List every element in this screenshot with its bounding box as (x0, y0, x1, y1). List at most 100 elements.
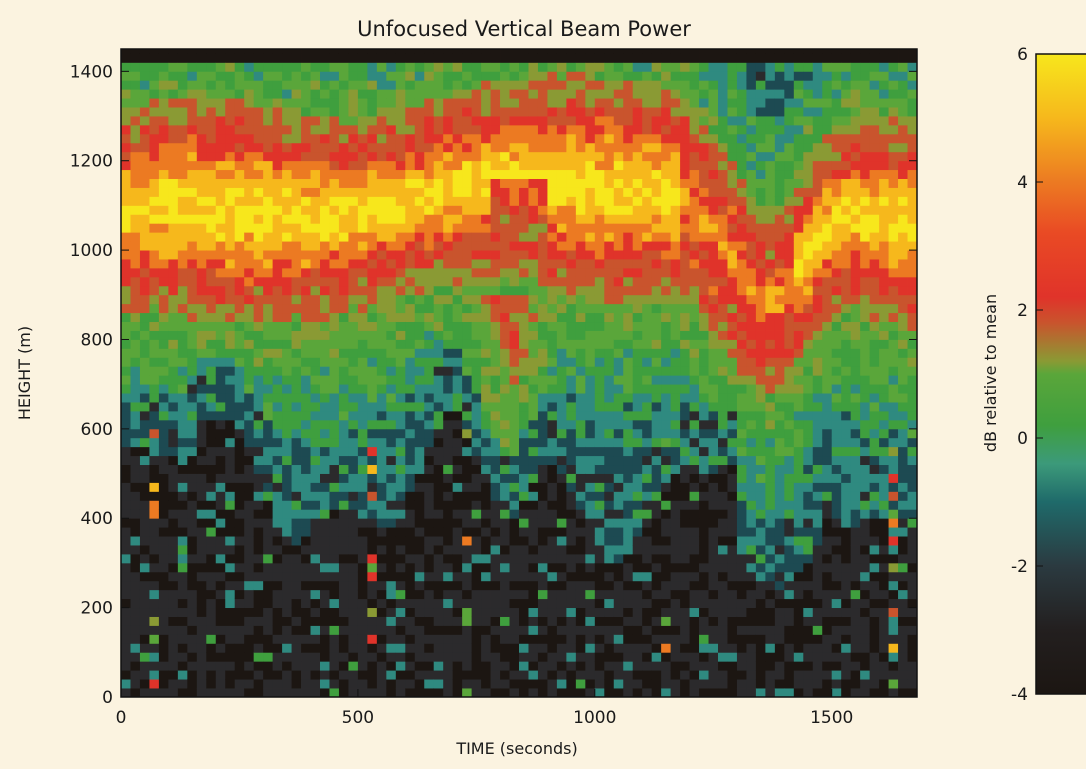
heatmap-cell (547, 53, 558, 63)
heatmap-cell (263, 49, 274, 54)
heatmap-cell (310, 437, 321, 448)
heatmap-cell (272, 241, 283, 251)
heatmap-cell (348, 393, 359, 403)
heatmap-cell (528, 312, 539, 323)
heatmap-cell (585, 214, 596, 224)
heatmap-cell (338, 116, 349, 126)
heatmap-cell (718, 339, 728, 349)
heatmap-cell (320, 652, 330, 662)
heatmap-cell (405, 259, 416, 269)
heatmap-cell (196, 410, 207, 421)
heatmap-cell (680, 527, 690, 537)
heatmap-cell (177, 250, 188, 260)
heatmap-cell (661, 384, 672, 394)
heatmap-cell (149, 571, 160, 582)
heatmap-cell (320, 437, 330, 448)
heatmap-cell (424, 169, 435, 179)
heatmap-cell (301, 294, 311, 305)
heatmap-cell (680, 607, 690, 617)
heatmap-cell (661, 634, 672, 644)
heatmap-cell (253, 670, 264, 680)
heatmap-cell (168, 652, 179, 662)
heatmap-cell (689, 410, 700, 421)
heatmap-cell (585, 500, 596, 510)
heatmap-cell (338, 214, 349, 224)
heatmap-cell (149, 536, 160, 546)
heatmap-cell (537, 250, 548, 260)
heatmap-cell (291, 98, 302, 108)
heatmap-cell (642, 49, 653, 54)
heatmap-cell (718, 89, 728, 99)
heatmap-cell (452, 223, 463, 233)
heatmap-cell (604, 80, 615, 90)
heatmap-cell (424, 670, 435, 680)
heatmap-cell (736, 276, 747, 287)
heatmap-cell (149, 652, 160, 662)
heatmap-cell (547, 598, 558, 609)
heatmap-cell (452, 116, 463, 126)
heatmap-cell (699, 62, 709, 72)
heatmap-cell (263, 178, 274, 188)
heatmap-cell (670, 303, 681, 314)
heatmap-cell (452, 276, 463, 287)
heatmap-cell (736, 419, 747, 430)
heatmap-cell (253, 491, 264, 501)
heatmap-cell (575, 616, 586, 626)
heatmap-cell (234, 133, 245, 144)
heatmap-cell (462, 107, 473, 117)
heatmap-cell (661, 312, 672, 323)
heatmap-cell (689, 312, 700, 323)
heatmap-cell (519, 276, 529, 287)
heatmap-cell (301, 446, 311, 457)
heatmap-cell (253, 321, 264, 331)
heatmap-cell (376, 518, 387, 528)
heatmap-cell (623, 393, 634, 403)
heatmap-cell (699, 643, 709, 653)
heatmap-cell (452, 124, 463, 135)
heatmap-cell (206, 536, 217, 546)
heatmap-cell (187, 330, 198, 340)
heatmap-cell (661, 250, 672, 260)
heatmap-cell (367, 339, 378, 349)
heatmap-cell (234, 446, 245, 457)
heatmap-cell (575, 116, 586, 126)
heatmap-cell (177, 670, 188, 680)
heatmap-cell (699, 214, 709, 224)
heatmap-cell (670, 652, 681, 662)
heatmap-cell (661, 491, 672, 501)
heatmap-cell (272, 89, 283, 99)
heatmap-cell (196, 455, 207, 466)
heatmap-cell (500, 116, 510, 126)
heatmap-cell (234, 312, 245, 323)
heatmap-cell (500, 580, 510, 591)
heatmap-cell (575, 571, 586, 582)
heatmap-cell (755, 446, 766, 457)
heatmap-cell (215, 205, 226, 215)
heatmap-cell (585, 625, 596, 635)
heatmap-cell (623, 267, 634, 278)
heatmap-cell (670, 393, 681, 403)
heatmap-cell (718, 205, 728, 215)
heatmap-cell (699, 562, 709, 573)
heatmap-cell (282, 402, 292, 412)
heatmap-cell (206, 330, 217, 340)
heatmap-cell (556, 357, 567, 367)
heatmap-cell (424, 330, 435, 340)
heatmap-cell (272, 312, 283, 323)
heatmap-cell (301, 169, 311, 179)
heatmap-cell (272, 580, 283, 591)
heatmap-cell (443, 482, 454, 492)
heatmap-cell (206, 178, 217, 188)
heatmap-cell (642, 482, 653, 492)
heatmap-cell (537, 616, 548, 626)
heatmap-cell (433, 473, 444, 483)
heatmap-cell (310, 294, 321, 305)
heatmap-cell (301, 419, 311, 430)
heatmap-cell (263, 473, 274, 483)
heatmap-cell (329, 393, 340, 403)
heatmap-cell (490, 616, 501, 626)
heatmap-cell (253, 473, 264, 483)
heatmap-cell (234, 518, 245, 528)
heatmap-cell (424, 464, 435, 474)
heatmap-cell (338, 232, 349, 242)
